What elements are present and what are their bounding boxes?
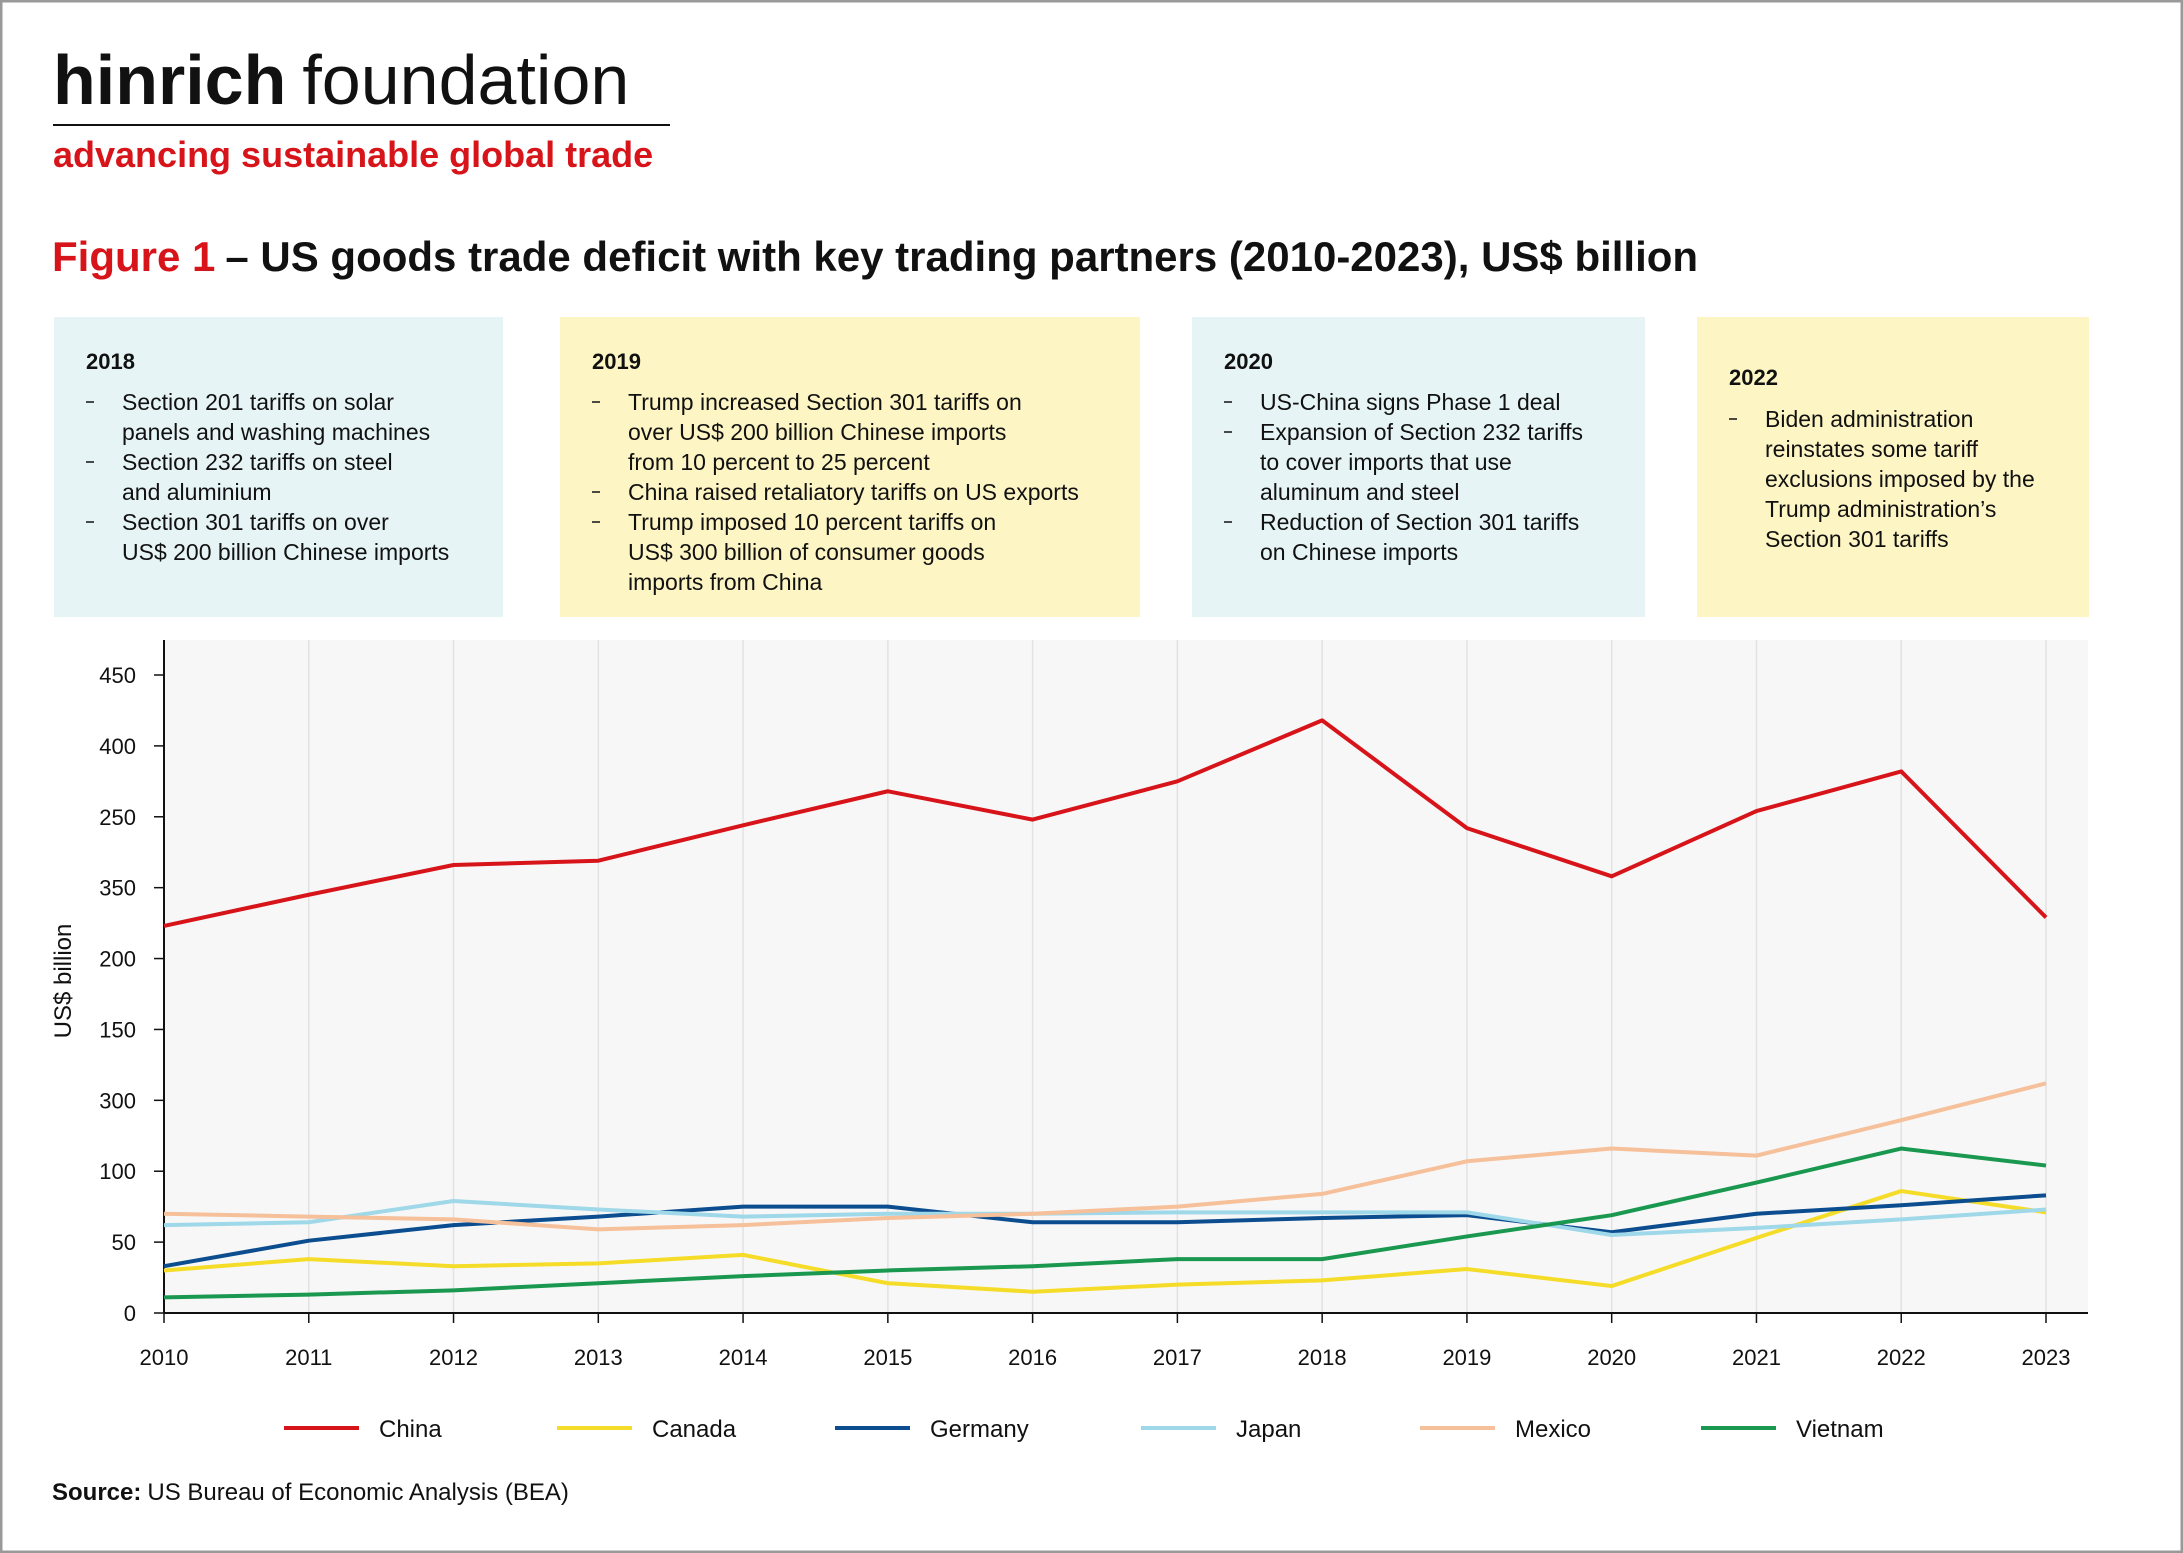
x-tick-label: 2013: [574, 1345, 623, 1370]
brand-light: foundation: [302, 41, 629, 119]
annotation-text: Expansion of Section 232 tariffs: [1260, 419, 1583, 445]
legend-label: China: [379, 1416, 442, 1443]
y-tick-label: 0: [124, 1301, 136, 1326]
x-tick-label: 2023: [2022, 1345, 2071, 1370]
annotation-text: panels and washing machines: [122, 419, 430, 445]
annotation-text: Trump administration’s: [1765, 496, 1996, 522]
annotation-text: and aluminium: [122, 479, 272, 505]
annotation-text: Trump imposed 10 percent tariffs on: [628, 509, 996, 535]
x-tick-label: 2022: [1877, 1345, 1926, 1370]
annotation-text: Reduction of Section 301 tariffs: [1260, 509, 1579, 535]
annotation-text: Section 301 tariffs on over: [122, 509, 389, 535]
y-tick-label: 150: [99, 1017, 136, 1042]
y-tick-label: 50: [112, 1230, 136, 1255]
x-tick-label: 2018: [1298, 1345, 1347, 1370]
legend-label: Mexico: [1515, 1416, 1591, 1443]
y-tick-label: 450: [99, 663, 136, 688]
legend-label: Japan: [1236, 1416, 1301, 1443]
annotation-year: 2018: [86, 349, 135, 374]
y-tick-label: 100: [99, 1159, 136, 1184]
x-tick-label: 2019: [1442, 1345, 1491, 1370]
annotation-box: [1697, 317, 2089, 617]
series-line: [163, 1199, 2047, 1238]
y-tick-label: 250: [99, 805, 136, 830]
brand: hinrich foundation: [53, 41, 629, 119]
annotation-text: Biden administration: [1765, 406, 1973, 432]
title-main: – US goods trade deficit with key tradin…: [225, 233, 1698, 280]
legend-label: Canada: [652, 1416, 737, 1443]
annotation-text: China raised retaliatory tariffs on US e…: [628, 479, 1079, 505]
annotation-year: 2020: [1224, 349, 1273, 374]
annotation-text: Section 232 tariffs on steel: [122, 449, 393, 475]
brand-bold: hinrich: [53, 41, 286, 119]
title-prefix: Figure 1: [52, 233, 215, 280]
tagline: advancing sustainable global trade: [53, 134, 653, 175]
annotation-text: Section 201 tariffs on solar: [122, 389, 394, 415]
series-line: [163, 1189, 2047, 1294]
x-tick-label: 2017: [1153, 1345, 1202, 1370]
legend-label: Germany: [930, 1416, 1029, 1443]
x-tick-label: 2016: [1008, 1345, 1057, 1370]
series-line: [163, 1146, 2047, 1300]
legend-label: Vietnam: [1796, 1416, 1884, 1443]
annotation-text: US-China signs Phase 1 deal: [1260, 389, 1560, 415]
x-tick-label: 2011: [285, 1345, 332, 1370]
annotation-text: to cover imports that use: [1260, 449, 1512, 475]
annotation-text: over US$ 200 billion Chinese imports: [628, 419, 1006, 445]
x-tick-label: 2021: [1732, 1345, 1781, 1370]
annotation-text: reinstates some tariff: [1765, 436, 1979, 462]
y-axis-label: US$ billion: [50, 924, 77, 1039]
annotation-box: [1192, 317, 1645, 617]
series-line: [163, 1081, 2047, 1232]
y-tick-label: 300: [99, 1088, 136, 1113]
annotation-text: US$ 200 billion Chinese imports: [122, 539, 449, 565]
source: Source: US Bureau of Economic Analysis (B…: [52, 1479, 569, 1506]
annotation-text: from 10 percent to 25 percent: [628, 449, 930, 475]
annotation-text: Trump increased Section 301 tariffs on: [628, 389, 1022, 415]
x-tick-label: 2010: [140, 1345, 189, 1370]
source-label: Source:: [52, 1479, 141, 1506]
annotation-text: on Chinese imports: [1260, 539, 1458, 565]
annotation-text: imports from China: [628, 569, 822, 595]
annotation-text: aluminum and steel: [1260, 479, 1459, 505]
series-line: [163, 718, 2048, 928]
annotation-text: US$ 300 billion of consumer goods: [628, 539, 985, 565]
x-tick-label: 2015: [863, 1345, 912, 1370]
x-tick-label: 2020: [1587, 1345, 1636, 1370]
annotation-text: Section 301 tariffs: [1765, 526, 1949, 552]
annotation-box: [560, 317, 1140, 617]
annotation-year: 2019: [592, 349, 641, 374]
x-tick-label: 2012: [429, 1345, 478, 1370]
chart-title: Figure 1– US goods trade deficit with ke…: [52, 233, 1698, 280]
annotation-box: [54, 317, 503, 617]
annotation-text: exclusions imposed by the: [1765, 466, 2035, 492]
annotation-year: 2022: [1729, 365, 1778, 390]
source-text: US Bureau of Economic Analysis (BEA): [147, 1479, 569, 1506]
y-tick-label: 200: [99, 947, 136, 972]
x-tick-label: 2014: [719, 1345, 768, 1370]
series-line: [163, 1193, 2047, 1269]
y-tick-label: 350: [99, 876, 136, 901]
y-tick-label: 400: [99, 734, 136, 759]
